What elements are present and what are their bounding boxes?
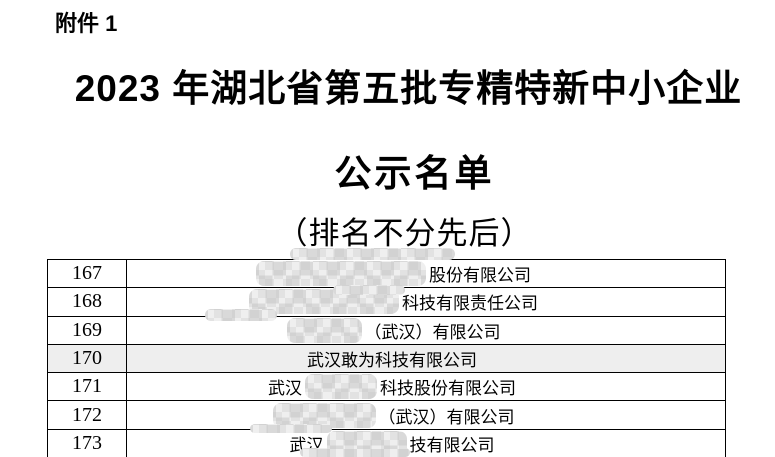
redaction-mosaic-overflow [290,248,455,260]
document-title-line2: 公示名单 [334,153,495,194]
row-number: 167 [48,260,127,288]
company-name-cell: 武汉 科技股份有限公司 [127,373,725,400]
company-name-text: （武汉）有限公司 [378,407,515,427]
row-number: 172 [48,401,127,429]
redaction-mosaic-overflow [205,309,277,321]
company-name-text: 武汉敢为科技有限公司 [307,351,477,371]
company-name-prefix: 武汉 [268,379,302,399]
table-row: 171 武汉 科技股份有限公司 [48,373,725,402]
row-number: 169 [48,316,127,344]
document-subtitle: （排名不分先后） [276,216,533,251]
table-row: 167 股份有限公司 [48,260,725,289]
company-name-cell: 股份有限公司 [127,260,725,287]
redaction-mosaic-overflow [250,424,332,433]
redaction-mosaic [256,261,426,287]
redaction-mosaic-overflow [300,448,410,457]
company-name-text: 科技有限责任公司 [402,294,538,314]
row-number: 171 [48,373,127,401]
company-name-text: 技有限公司 [409,435,495,455]
table-row: 169 （武汉）有限公司 [48,316,725,345]
redaction-mosaic [272,402,376,428]
company-name-cell: （武汉）有限公司 [127,401,725,428]
redaction-mosaic-overflow [333,285,405,295]
table-row: 170 武汉敢为科技有限公司 [48,344,725,374]
attachment-label: 附件 1 [55,11,118,36]
row-number: 168 [48,288,127,316]
document-title-line1: 2023 年湖北省第五批专精特新中小企业 [74,68,743,109]
company-name-text: （武汉）有限公司 [364,322,501,342]
company-name-cell: 武汉敢为科技有限公司 [127,345,725,372]
row-number: 173 [48,429,127,457]
table-row: 172 （武汉）有限公司 [48,401,725,430]
company-name-cell: （武汉）有限公司 [127,317,725,344]
row-number: 170 [48,344,127,373]
redaction-mosaic [305,374,377,400]
company-name-text: 股份有限公司 [429,266,531,286]
company-name-text: 科技股份有限公司 [380,379,516,399]
redaction-mosaic [286,317,362,343]
company-table-body: 167 股份有限公司 168 科技有限责任公司 169 （武汉）有限公司 170 武汉敢为科技… [48,260,725,457]
company-table: 167 股份有限公司 168 科技有限责任公司 169 （武汉）有限公司 170 武汉敢为科技… [47,259,726,457]
company-name-cell: 武汉 技有限公司 [127,430,725,457]
